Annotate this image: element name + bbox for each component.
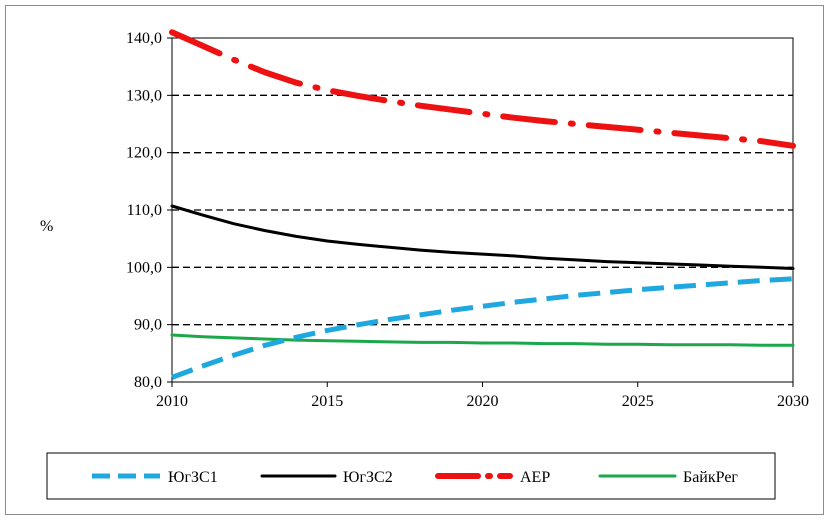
legend-item: ЮгЗС1	[92, 469, 218, 486]
series-line-0	[171, 276, 794, 380]
y-tick-label: 100,0	[126, 259, 162, 276]
legend: ЮгЗС1 ЮгЗС2 АЕР БайкРег	[92, 469, 738, 486]
x-tick-labels: 2010 2015 2020 2025 2030	[156, 382, 809, 410]
y-tick-label: 110,0	[127, 202, 162, 219]
series-line-3	[170, 333, 795, 347]
y-tick-label: 140,0	[126, 30, 162, 47]
series-line-2	[169, 29, 796, 149]
x-tick-label: 2015	[311, 393, 343, 410]
y-tick-label: 90,0	[134, 317, 162, 334]
y-tick-label: 120,0	[126, 145, 162, 162]
legend-item: БайкРег	[598, 469, 738, 486]
legend-label: ЮгЗС2	[343, 469, 393, 486]
y-axis-label: %	[40, 218, 53, 235]
x-tick-label: 2010	[156, 393, 188, 410]
gridlines	[172, 94, 793, 326]
legend-item: ЮгЗС2	[260, 469, 393, 486]
y-tick-label: 80,0	[134, 374, 162, 391]
x-tick-label: 2030	[777, 393, 809, 410]
legend-label: БайкРег	[683, 469, 738, 486]
series-layer	[169, 29, 796, 380]
series-line-1	[170, 204, 795, 270]
x-tick-label: 2020	[467, 393, 499, 410]
legend-item: АЕР	[435, 469, 550, 486]
x-tick-label: 2025	[622, 393, 654, 410]
y-tick-label: 130,0	[126, 87, 162, 104]
y-tick-labels: 80,0 90,0 100,0 110,0 120,0 130,0 140,0	[126, 30, 172, 391]
legend-label: ЮгЗС1	[168, 469, 218, 486]
legend-label: АЕР	[520, 469, 550, 486]
chart-frame	[5, 5, 824, 515]
